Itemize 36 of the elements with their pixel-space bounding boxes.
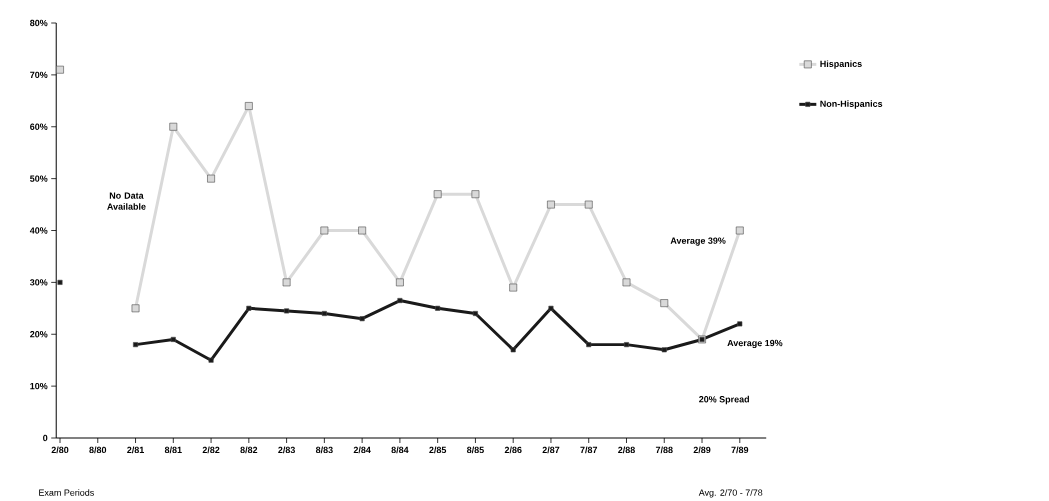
annotation: 20% Spread: [699, 395, 749, 405]
annotation: No Data Available: [107, 192, 146, 210]
x-tick-label: 2/82: [202, 446, 220, 454]
text: Avg. 2/70 - 7/78: [698, 489, 763, 498]
y-tick-label: 10%: [30, 382, 48, 390]
y-tick-label: 30%: [29, 279, 48, 286]
x-tick-label: 8/81: [164, 446, 182, 454]
legend-label: Hispanics: [820, 60, 862, 69]
x-tick-label: 2/87: [542, 446, 560, 454]
x-tick-label: 8/80: [89, 446, 107, 454]
x-tick-label: 2/81: [127, 446, 144, 454]
x-tick-label: 2/86: [504, 446, 522, 454]
x-axis-title: Exam Periods: [39, 489, 94, 496]
y-tick-label: 0: [43, 434, 48, 442]
y-tick-label: 20%: [30, 331, 48, 338]
x-tick-label: 2/83: [278, 446, 295, 454]
x-tick-label: 8/83: [315, 446, 333, 454]
y-tick-label: 70%: [30, 71, 48, 79]
y-tick-label: 80%: [30, 19, 48, 27]
x-tick-label: 2/85: [429, 446, 447, 454]
x-tick-label: 2/80: [51, 446, 69, 454]
x-tick-label: 7/87: [580, 446, 598, 454]
x-tick-label: 7/89: [731, 446, 749, 454]
y-tick-label: 50%: [30, 175, 48, 182]
x-tick-label: 8/82: [240, 446, 258, 454]
x-tick-label: 8/84: [391, 446, 409, 454]
x-tick-label: 2/84: [353, 446, 371, 454]
x-tick-label: 2/88: [618, 446, 635, 454]
x-tick-label: 2/89: [693, 446, 711, 454]
x-tick-label: 7/88: [655, 446, 673, 454]
x-tick-label: 8/85: [466, 446, 484, 454]
y-tick-label: 40%: [29, 227, 48, 234]
y-tick-label: 60%: [30, 123, 48, 130]
legend-label: Non-Hispanics: [820, 100, 883, 109]
annotation: Average 19%: [727, 339, 783, 349]
annotation: Average 39%: [670, 237, 726, 246]
